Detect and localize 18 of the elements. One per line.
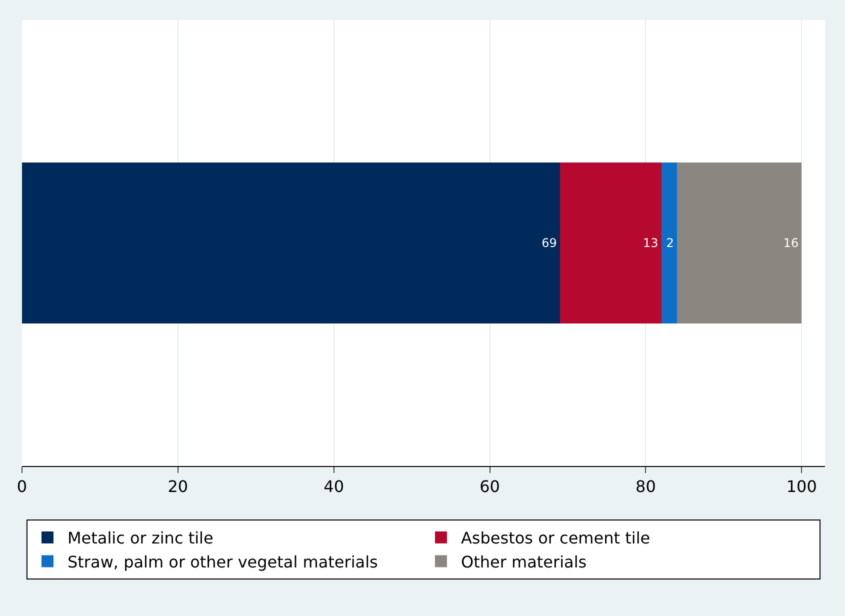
data-label: 2 [666,236,674,250]
x-tick-label: 100 [786,477,817,496]
legend-label: Metalic or zinc tile [68,528,214,548]
x-tick-label: 0 [16,477,28,496]
data-label: 13 [643,236,658,250]
legend-label: Asbestos or cement tile [460,528,650,548]
bar [661,162,677,324]
bar [22,162,560,324]
legend-label: Other materials [460,552,587,572]
bar [560,162,662,324]
x-tick-label: 80 [636,477,656,496]
data-label: 16 [783,236,799,250]
x-tick-label: 40 [324,477,344,496]
x-tick-label: 20 [168,477,188,496]
data-label: 69 [542,236,557,250]
legend-label: Straw, palm or other vegetal materials [68,552,378,572]
x-tick-label: 60 [480,477,500,496]
bar [676,162,802,324]
